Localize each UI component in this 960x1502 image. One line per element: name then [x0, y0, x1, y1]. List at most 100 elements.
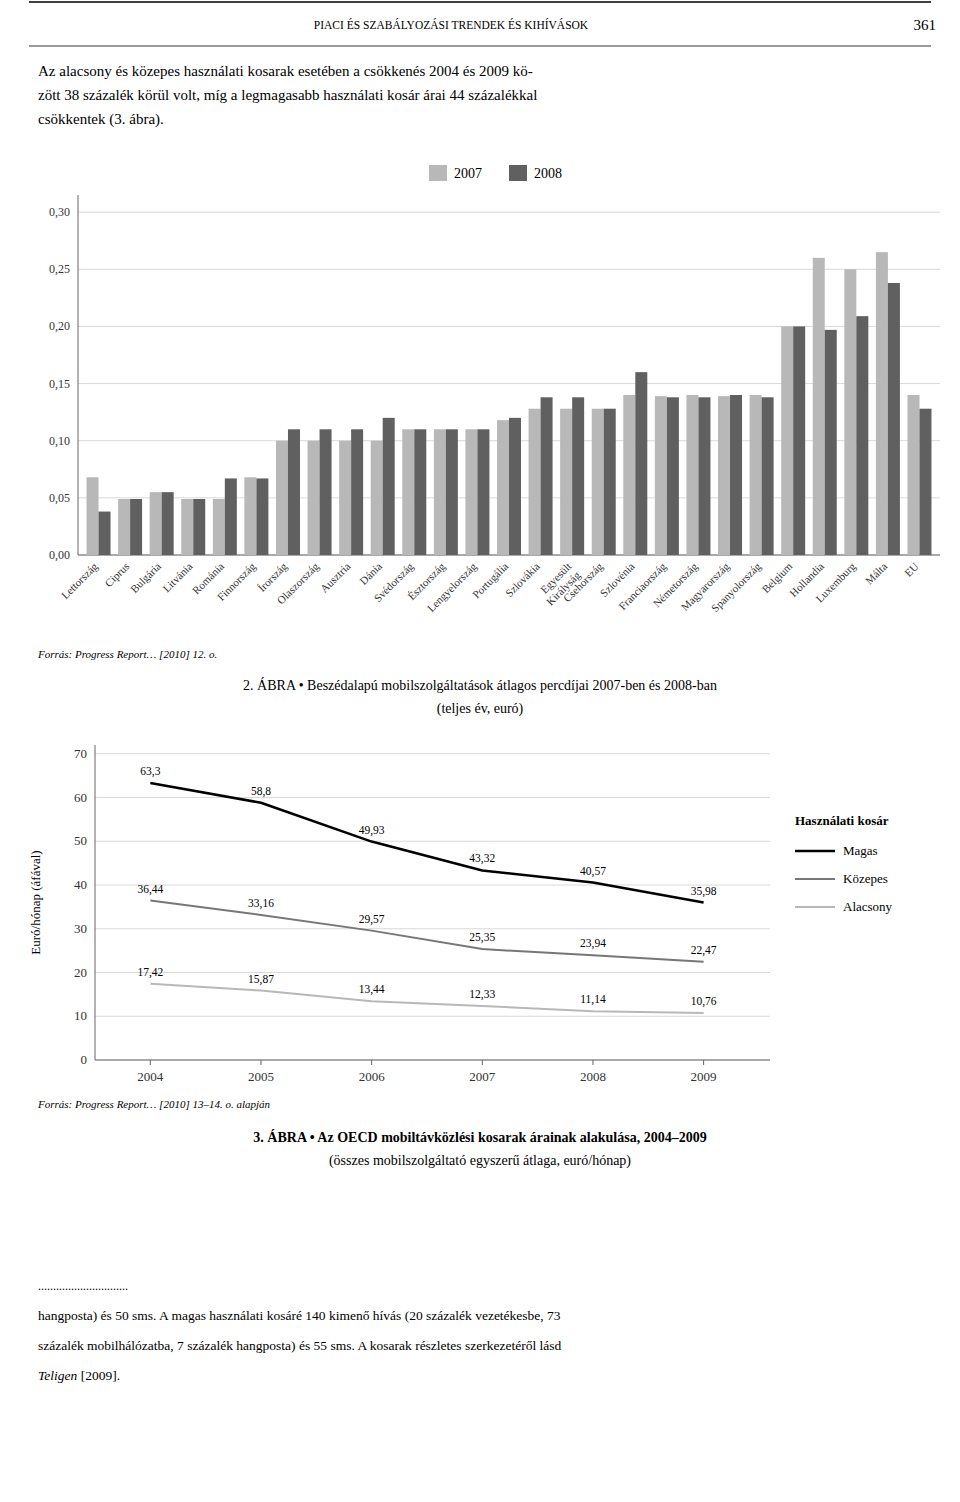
line-chart: 010203040506070200420052006200720082009E…	[28, 745, 893, 1169]
bar	[383, 418, 395, 555]
x-tick	[150, 1060, 151, 1065]
bar	[244, 477, 256, 555]
x-tick-label: Szlovákia	[503, 560, 542, 599]
series-line	[150, 783, 703, 903]
bar	[560, 409, 572, 555]
x-axis: 200420052006200720082009	[137, 1060, 716, 1084]
grid-line	[95, 753, 770, 754]
x-tick-label: 2007	[469, 1069, 496, 1084]
bar	[402, 429, 414, 555]
chart-title: 2. ÁBRA • Beszédalapú mobilszolgáltatáso…	[243, 677, 717, 693]
x-tick-label: Ciprus	[102, 560, 131, 589]
data-label: 33,16	[248, 897, 274, 910]
y-axis-line	[78, 195, 79, 555]
bar	[130, 499, 142, 555]
y-tick-label: 0,10	[49, 434, 70, 448]
data-label: 22,47	[691, 944, 717, 957]
page-header: PIACI ÉS SZABÁLYOZÁSI TRENDEK ÉS KIHÍVÁS…	[29, 2, 936, 46]
bar	[118, 499, 130, 555]
bar	[150, 492, 162, 555]
grid-line	[95, 1060, 770, 1061]
source-note: Forrás: Progress Report… [2010] 12. o.	[37, 648, 217, 660]
data-label: 58,8	[251, 785, 271, 798]
bar	[888, 283, 900, 555]
footer-part: Teligen	[38, 1368, 78, 1383]
grid-line	[78, 269, 940, 270]
footer: ..............................hangposta)…	[38, 1279, 562, 1383]
x-axis: LettországCiprusBulgáriaLitvániaRomániaF…	[59, 560, 921, 615]
grid-line	[95, 797, 770, 798]
bar	[698, 397, 710, 555]
bar	[907, 395, 919, 555]
y-axis: 010203040506070	[74, 745, 770, 1067]
x-tick-label: 2008	[580, 1069, 606, 1084]
data-label: 17,42	[137, 966, 163, 979]
bar	[434, 429, 446, 555]
grid-line	[78, 212, 940, 213]
data-label: 35,98	[691, 885, 717, 898]
bar	[529, 409, 541, 555]
bar	[762, 397, 774, 555]
bar	[509, 418, 521, 555]
grid-line	[95, 972, 770, 973]
x-tick-label: 2006	[359, 1069, 386, 1084]
bar	[87, 477, 99, 555]
bar	[623, 395, 635, 555]
x-tick-label: Málta	[863, 560, 890, 587]
x-tick-label: Ausztria	[318, 560, 353, 595]
series-line	[150, 984, 703, 1013]
bar	[225, 478, 237, 555]
bar	[351, 429, 363, 555]
y-tick-label: 20	[74, 965, 87, 980]
bar	[604, 409, 616, 555]
grid-line	[95, 928, 770, 929]
x-tick-label: 2004	[137, 1069, 164, 1084]
y-tick-label: 50	[74, 833, 87, 848]
x-tick	[260, 1060, 261, 1065]
y-tick-label: 40	[74, 877, 87, 892]
data-label: 11,14	[580, 993, 606, 1006]
legend-title: Használati kosár	[795, 813, 889, 828]
data-label: 43,32	[469, 852, 495, 865]
grid-line	[78, 383, 940, 384]
grid-line	[78, 326, 940, 327]
legend-entry: Közepes	[843, 871, 888, 886]
x-axis-line	[95, 1060, 770, 1061]
x-tick	[371, 1060, 372, 1065]
x-tick-label: EU	[902, 560, 921, 579]
y-tick-label: 30	[74, 921, 87, 936]
bar	[276, 441, 288, 555]
bar	[213, 499, 225, 555]
bar	[288, 429, 300, 555]
bar	[844, 269, 856, 555]
footer-line: százalék mobilhálózatba, 7 százalék hang…	[38, 1338, 562, 1353]
bar	[320, 429, 332, 555]
y-tick-label: 0,20	[49, 319, 70, 333]
x-tick-label: Lengyelország	[425, 560, 480, 615]
bar	[339, 441, 351, 555]
bar	[541, 397, 553, 555]
legend: 20072008	[429, 165, 562, 181]
bar	[718, 396, 730, 555]
data-label: 23,94	[580, 937, 606, 950]
x-tick	[703, 1060, 704, 1065]
page-number: 361	[914, 17, 937, 33]
footer-line: ..............................	[38, 1279, 128, 1293]
page-header-text: PIACI ÉS SZABÁLYOZÁSI TRENDEK ÉS KIHÍVÁS…	[314, 18, 589, 31]
data-label: 10,76	[691, 995, 717, 1008]
bar	[477, 429, 489, 555]
legend-swatch	[795, 850, 835, 853]
header-rule	[29, 46, 931, 47]
x-tick	[592, 1060, 593, 1065]
y-tick-label: 0,25	[49, 262, 70, 276]
bar	[592, 409, 604, 555]
legend-swatch	[429, 165, 447, 181]
intro-line: csökkentek (3. ábra).	[38, 111, 164, 128]
legend-entry: Alacsony	[843, 899, 893, 914]
chart-subtitle: (teljes év, euró)	[437, 701, 524, 717]
y-tick-label: 0	[81, 1052, 88, 1067]
legend-swatch	[509, 165, 527, 181]
data-label: 12,33	[469, 988, 495, 1001]
bar	[572, 397, 584, 555]
data-label: 13,44	[359, 983, 385, 996]
